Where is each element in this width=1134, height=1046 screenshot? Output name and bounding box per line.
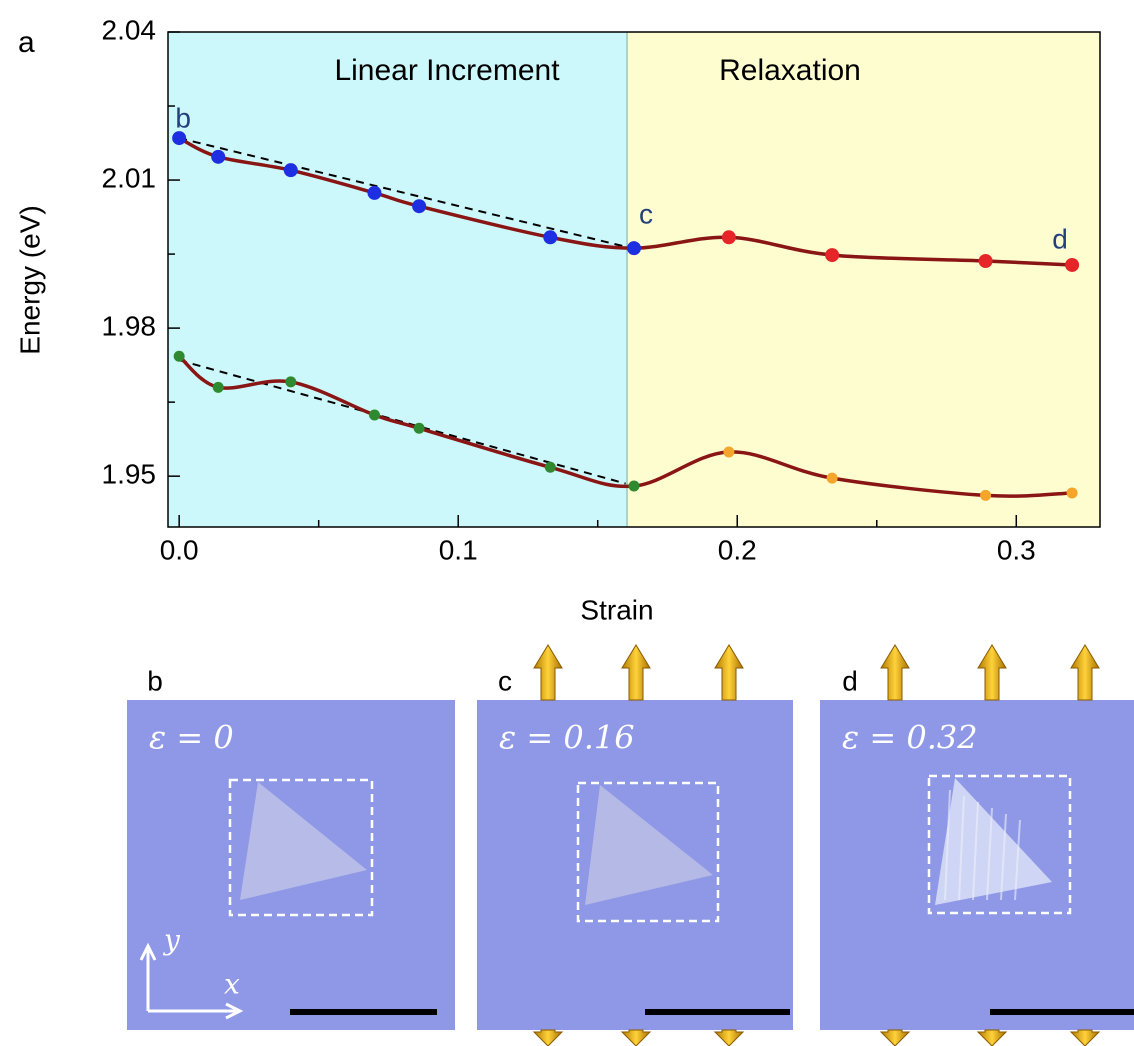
data-point: [827, 473, 838, 484]
figure: a Strain Energy (eV) Linear Increment Rel…: [0, 0, 1134, 1046]
stretch-arrow: [978, 1030, 1006, 1046]
data-point: [979, 254, 993, 268]
stretch-arrow: [881, 1030, 909, 1046]
x-tick-label: 0.1: [439, 534, 478, 565]
stretch-arrow: [534, 645, 562, 700]
x-tick-label: 0.3: [997, 534, 1036, 565]
data-point: [412, 199, 426, 213]
y-tick-label: 2.01: [102, 162, 157, 193]
axis-arrow-label: x: [224, 968, 240, 1001]
point-annotation: c: [639, 199, 653, 230]
region: [627, 32, 1100, 527]
data-point: [1065, 258, 1079, 272]
region-label: Linear Increment: [334, 54, 560, 87]
stretch-arrow: [1071, 1030, 1099, 1046]
panel-label: b: [147, 665, 163, 696]
panel-label: c: [498, 665, 512, 696]
y-axis-title: Energy (eV): [14, 205, 45, 354]
stretch-arrow: [715, 645, 743, 700]
y-tick-label: 2.04: [102, 14, 157, 45]
data-point: [284, 163, 298, 177]
data-point: [627, 241, 641, 255]
data-point: [367, 186, 381, 200]
data-point: [369, 409, 380, 420]
data-point: [211, 150, 225, 164]
x-axis-title: Strain: [580, 594, 653, 625]
data-point: [414, 423, 425, 434]
data-point: [545, 462, 556, 473]
data-point: [213, 382, 224, 393]
data-point: [629, 481, 640, 492]
y-tick-label: 1.98: [102, 311, 157, 342]
data-point: [723, 446, 734, 457]
data-point: [285, 376, 296, 387]
axis-arrow-label: y: [162, 924, 181, 957]
data-point: [980, 490, 991, 501]
stretch-arrow: [715, 1030, 743, 1046]
stretch-arrow: [881, 645, 909, 700]
x-tick-label: 0.2: [718, 534, 757, 565]
panel-label: d: [842, 665, 858, 696]
strain-label: ε = 0: [149, 719, 234, 757]
point-annotation: b: [175, 102, 191, 133]
stretch-arrow: [1071, 645, 1099, 700]
data-point: [825, 248, 839, 262]
region-label: Relaxation: [719, 54, 861, 87]
stretch-arrow: [534, 1030, 562, 1046]
panel-label: a: [18, 26, 35, 59]
y-tick-label: 1.95: [102, 459, 157, 490]
stretch-arrow: [978, 645, 1006, 700]
strain-label: ε = 0.16: [499, 719, 635, 757]
x-tick-label: 0.0: [160, 534, 199, 565]
stretch-arrow: [622, 645, 650, 700]
strain-label: ε = 0.32: [842, 719, 978, 757]
data-point: [1067, 487, 1078, 498]
data-point: [722, 230, 736, 244]
point-annotation: d: [1052, 223, 1068, 254]
stretch-arrow: [622, 1030, 650, 1046]
data-point: [174, 351, 185, 362]
data-point: [543, 230, 557, 244]
region: [168, 32, 627, 527]
